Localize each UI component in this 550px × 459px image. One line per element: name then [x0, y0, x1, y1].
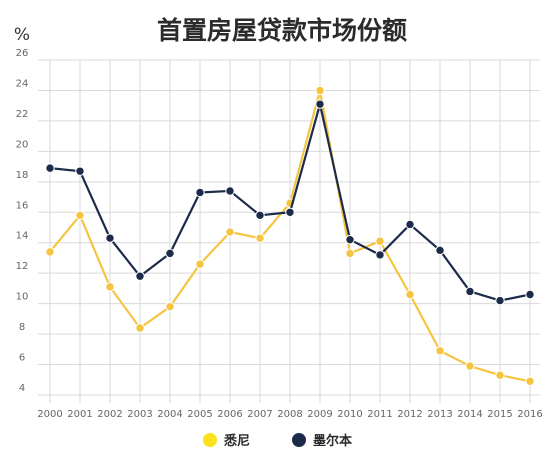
- x-tick-label: 2016: [517, 409, 542, 420]
- data-point: [255, 210, 265, 221]
- data-point: [375, 236, 385, 246]
- x-tick-label: 2015: [487, 409, 512, 420]
- x-axis-ticks: 2000 2001 2002 2003 2004 2005 2006 2007 2008 2009…: [37, 409, 542, 420]
- data-point: [135, 271, 145, 281]
- y-tick-label: 10: [16, 292, 29, 303]
- legend-label: 悉尼: [223, 433, 250, 449]
- y-axis-unit: %: [14, 25, 30, 45]
- x-tick-label: 2003: [127, 409, 152, 420]
- y-tick-label: 24: [16, 78, 29, 89]
- data-point: [495, 370, 505, 380]
- data-point: [465, 361, 475, 371]
- data-point: [405, 289, 415, 300]
- x-tick-label: 2011: [367, 409, 392, 420]
- x-tick-label: 2013: [427, 409, 452, 420]
- x-tick-label: 2001: [67, 409, 92, 420]
- data-point: [75, 210, 85, 221]
- data-point: [465, 286, 475, 297]
- data-point: [375, 250, 385, 260]
- data-point: [165, 301, 175, 312]
- data-point: [75, 166, 85, 176]
- data-point: [345, 234, 355, 245]
- data-point: [255, 233, 265, 243]
- y-tick-label: 16: [16, 200, 29, 211]
- data-point: [495, 295, 505, 306]
- x-tick-label: 2005: [187, 409, 212, 420]
- data-point: [225, 186, 235, 196]
- x-tick-label: 2000: [37, 409, 62, 420]
- y-tick-label: 4: [19, 383, 25, 394]
- data-point: [435, 346, 445, 356]
- data-point: [225, 227, 235, 237]
- y-tick-label: 20: [16, 139, 29, 150]
- series-layer: [45, 85, 535, 386]
- y-tick-label: 22: [16, 109, 29, 120]
- x-tick-label: 2007: [247, 409, 272, 420]
- legend: 悉尼 墨尔本: [203, 433, 352, 449]
- data-point: [345, 248, 355, 259]
- grid: [38, 59, 540, 403]
- data-point: [105, 282, 115, 292]
- x-tick-label: 2002: [97, 409, 122, 420]
- x-tick-label: 2006: [217, 409, 242, 420]
- y-tick-label: 14: [16, 231, 29, 242]
- data-point: [525, 376, 535, 386]
- chart-title: 首置房屋贷款市场份额: [157, 16, 407, 45]
- data-point: [195, 187, 205, 198]
- x-tick-label: 2009: [307, 409, 332, 420]
- y-axis-ticks: 4 6 8 10 12 14 16 18 20 22 24 26: [16, 48, 29, 394]
- x-tick-label: 2008: [277, 409, 302, 420]
- data-point: [405, 219, 415, 230]
- y-tick-label: 26: [16, 48, 29, 59]
- data-point: [315, 99, 325, 109]
- data-point: [315, 85, 325, 96]
- data-point: [525, 289, 535, 300]
- legend-swatch: [292, 433, 306, 447]
- data-point: [165, 248, 175, 259]
- x-tick-label: 2010: [337, 409, 362, 420]
- data-point: [195, 259, 205, 269]
- legend-swatch: [203, 433, 217, 447]
- x-tick-label: 2014: [457, 409, 482, 420]
- y-tick-label: 6: [19, 353, 25, 364]
- y-tick-label: 8: [19, 322, 25, 333]
- x-tick-label: 2004: [157, 409, 182, 420]
- data-point: [285, 207, 295, 217]
- data-point: [45, 163, 55, 173]
- x-tick-label: 2012: [397, 409, 422, 420]
- data-point: [435, 245, 445, 256]
- data-point: [135, 323, 145, 333]
- legend-label: 墨尔本: [313, 433, 352, 449]
- data-point: [45, 247, 55, 257]
- y-tick-label: 12: [16, 261, 29, 272]
- data-point: [105, 233, 115, 243]
- y-tick-label: 18: [16, 170, 29, 181]
